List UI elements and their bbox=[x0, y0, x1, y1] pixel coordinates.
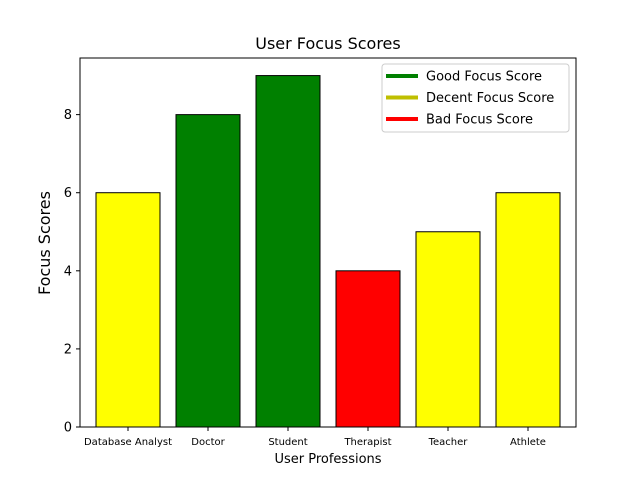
y-axis-label: Focus Scores bbox=[35, 191, 54, 295]
bar-doctor bbox=[175, 114, 241, 428]
y-tick-label: 4 bbox=[64, 264, 72, 279]
bar-database-analyst bbox=[95, 192, 161, 428]
y-tick-label: 6 bbox=[64, 186, 72, 201]
x-axis-label: User Professions bbox=[274, 452, 381, 467]
x-tick-label: Database Analyst bbox=[84, 437, 172, 448]
ticks-layer: Database Analyst Doctor Student Therapist Te… bbox=[64, 108, 546, 448]
x-tick-label: Therapist bbox=[343, 437, 391, 448]
legend-label: Bad Focus Score bbox=[426, 113, 533, 128]
bar-therapist bbox=[335, 270, 401, 428]
x-tick-label: Teacher bbox=[428, 437, 469, 448]
y-tick-label: 2 bbox=[64, 342, 72, 357]
y-tick-label: 8 bbox=[64, 108, 72, 123]
legend: Good Focus Score Decent Focus Score Bad Fo… bbox=[381, 63, 570, 133]
legend-label: Decent Focus Score bbox=[426, 91, 554, 106]
legend-box bbox=[381, 63, 570, 133]
bar-teacher bbox=[415, 231, 481, 428]
bar-athlete bbox=[495, 192, 561, 428]
chart-title: User Focus Scores bbox=[255, 34, 400, 53]
x-tick-label: Student bbox=[268, 437, 307, 448]
bar-student bbox=[255, 75, 321, 428]
axes-layer bbox=[79, 57, 577, 428]
bars-layer bbox=[95, 75, 561, 428]
x-tick-label: Athlete bbox=[510, 437, 546, 448]
legend-label: Good Focus Score bbox=[426, 70, 542, 85]
x-tick-label: Doctor bbox=[191, 437, 225, 448]
plot-frame bbox=[79, 57, 577, 428]
y-tick-label: 0 bbox=[64, 421, 72, 436]
